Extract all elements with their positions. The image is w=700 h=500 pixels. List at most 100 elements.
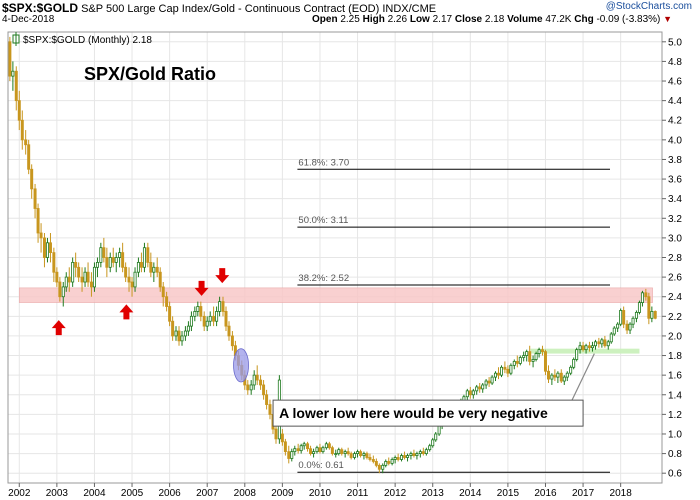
candle-body [468, 390, 472, 396]
candle-body [142, 247, 146, 268]
candle-body [299, 445, 303, 452]
candle-body [208, 315, 212, 322]
candle-body [80, 276, 84, 283]
candle-body [287, 451, 291, 459]
stockcharts-logo[interactable]: @StockCharts.com [605, 1, 692, 12]
candle-body [478, 386, 482, 390]
candle-body [283, 441, 287, 453]
candle-body [30, 168, 34, 190]
quote-row: Open 2.25 High 2.26 Low 2.17 Close 2.18 … [312, 14, 672, 25]
x-tick-label: 2011 [347, 488, 369, 499]
candle-body [600, 339, 604, 345]
candle-body [262, 384, 266, 396]
y-tick-label: 3.8 [668, 155, 682, 166]
candle-body [124, 266, 128, 278]
candle-body [409, 453, 413, 456]
down-triangle-icon: ▼ [663, 14, 673, 24]
candle-body [36, 208, 40, 234]
candle-body [121, 252, 125, 268]
callout-pointer [570, 353, 595, 403]
candle-body [546, 370, 550, 380]
chg-label: Chg [574, 14, 594, 25]
candle-body [616, 323, 620, 329]
candle-body [640, 292, 644, 304]
candle-body [578, 345, 582, 351]
candle-body [465, 390, 469, 398]
x-tick-label: 2018 [610, 488, 633, 499]
candle-body [418, 451, 422, 454]
candle-body [180, 335, 184, 342]
candle-body [371, 459, 375, 462]
candle-body [111, 257, 115, 263]
candle-body [343, 451, 347, 454]
x-tick-label: 2008 [234, 488, 257, 499]
candle-body [481, 384, 485, 390]
candle-body [321, 447, 325, 453]
candle-body [149, 262, 153, 273]
axes: 0.6 0.8 1.0 1.2 1.4 1.6 1.8 2.0 2.2 2.4 2.6 2.8 3.0 3… [7, 31, 682, 499]
date-label: 4-Dec-2018 [2, 14, 55, 25]
candle-body [415, 453, 419, 456]
annotation-marks: A lower low here would be very negative [51, 268, 595, 427]
candle-body [359, 451, 363, 456]
candle-body [631, 317, 635, 325]
y-tick-label: 4.4 [668, 96, 682, 107]
candle-body [265, 394, 269, 405]
candle-body [249, 384, 253, 391]
x-tick-label: 2016 [534, 488, 557, 499]
candle-body [108, 257, 112, 268]
x-tick-label: 2007 [196, 488, 219, 499]
candle-body [349, 453, 353, 458]
candle-body [324, 443, 328, 449]
candle-body [509, 364, 513, 374]
candle-body [556, 372, 560, 378]
header-title-row: $SPX:$GOLD S&P 500 Large Cap Index/Gold … [2, 1, 436, 15]
candle-body [8, 41, 12, 77]
candle-body [158, 271, 162, 288]
candle-body [490, 376, 494, 384]
x-tick-label: 2002 [8, 488, 31, 499]
candle-body [562, 376, 566, 382]
candle-body [161, 286, 165, 298]
candle-body [165, 296, 169, 307]
candle-body [221, 301, 225, 312]
candle-body [597, 341, 601, 345]
candle-body [500, 366, 503, 376]
candle-body [653, 311, 657, 319]
candle-body [274, 428, 278, 440]
low-value: 2.17 [432, 14, 453, 25]
candle-body [471, 390, 475, 396]
candle-body [20, 119, 24, 141]
candle-body [587, 345, 591, 349]
candle-body [625, 323, 629, 331]
candle-body [196, 306, 200, 312]
candle-body [39, 232, 43, 239]
candle-body [346, 451, 350, 454]
candle-body [58, 281, 62, 298]
candle-body [230, 335, 234, 347]
volume-label: Volume [507, 14, 543, 25]
candle-body [27, 144, 31, 170]
candle-body [475, 386, 479, 392]
candle-body [189, 315, 193, 327]
candle-body [330, 447, 334, 454]
candle-body [177, 330, 181, 342]
candle-body [92, 266, 96, 288]
fibonacci-levels: 61.8%: 3.70 50.0%: 3.11 38.2%: 2.52 0.0%: 0… [297, 157, 610, 473]
symbol-label: $SPX:$GOLD [2, 1, 79, 15]
y-tick-label: 4.8 [668, 57, 682, 68]
y-tick-label: 0.6 [668, 469, 682, 480]
candle-body [255, 374, 259, 381]
candle-body [609, 333, 613, 343]
candle-body [650, 311, 654, 319]
candle-body [428, 445, 432, 451]
y-tick-label: 4.6 [668, 77, 682, 88]
x-tick-label: 2004 [83, 488, 106, 499]
candle-body [334, 453, 338, 455]
y-tick-label: 2.0 [668, 331, 682, 342]
candle-body [403, 455, 407, 458]
down-arrow-icon [194, 280, 209, 296]
candle-body [99, 247, 103, 263]
candle-body [67, 276, 71, 283]
candle-body [434, 433, 438, 441]
